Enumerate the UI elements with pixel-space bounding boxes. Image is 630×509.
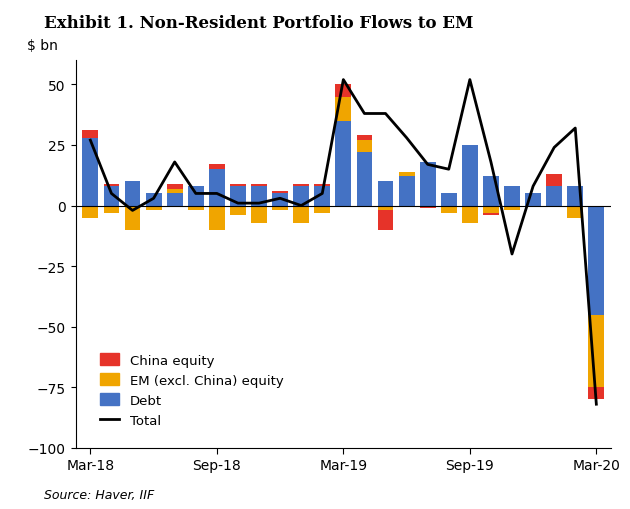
Bar [546,187,562,206]
Bar [568,187,583,206]
Bar [314,206,330,213]
Bar [420,163,435,206]
Bar [125,206,140,230]
Bar [399,172,415,177]
Bar [230,184,246,187]
Bar [399,177,415,206]
Bar [314,184,330,187]
Bar [103,206,119,213]
Bar [568,206,583,218]
Bar [357,153,372,206]
Bar [462,146,478,206]
Text: Exhibit 1. Non-Resident Portfolio Flows to EM: Exhibit 1. Non-Resident Portfolio Flows … [44,15,474,32]
Bar [588,387,604,400]
Bar [272,206,288,211]
Bar [483,177,499,206]
Bar [188,187,203,206]
Bar [525,194,541,206]
Bar [357,136,372,141]
Bar [209,206,225,230]
Bar [251,206,267,223]
Bar [83,206,98,218]
Bar [251,184,267,187]
Bar [335,122,352,206]
Bar [377,211,393,230]
Bar [504,187,520,206]
Text: Source: Haver, IIF: Source: Haver, IIF [44,489,154,501]
Bar [441,194,457,206]
Bar [462,206,478,223]
Bar [546,175,562,187]
Bar [377,206,393,211]
Bar [83,131,98,138]
Bar [167,189,183,194]
Bar [167,194,183,206]
Bar [314,187,330,206]
Bar [103,184,119,187]
Bar [251,187,267,206]
Bar [483,206,499,213]
Bar [483,213,499,216]
Bar [504,206,520,211]
Bar [588,315,604,387]
Bar [146,194,161,206]
Bar [230,187,246,206]
Bar [103,187,119,206]
Bar [294,187,309,206]
Text: $ bn: $ bn [27,39,59,53]
Bar [335,85,352,97]
Bar [294,206,309,223]
Bar [335,97,352,122]
Bar [209,170,225,206]
Bar [146,206,161,211]
Bar [167,184,183,189]
Bar [377,182,393,206]
Bar [209,165,225,170]
Bar [420,206,435,209]
Bar [588,206,604,315]
Bar [83,138,98,206]
Bar [441,206,457,213]
Legend: China equity, EM (excl. China) equity, Debt, Total: China equity, EM (excl. China) equity, D… [93,347,290,434]
Bar [230,206,246,216]
Bar [357,141,372,153]
Bar [272,191,288,194]
Bar [125,182,140,206]
Bar [294,184,309,187]
Bar [272,194,288,206]
Bar [188,206,203,211]
